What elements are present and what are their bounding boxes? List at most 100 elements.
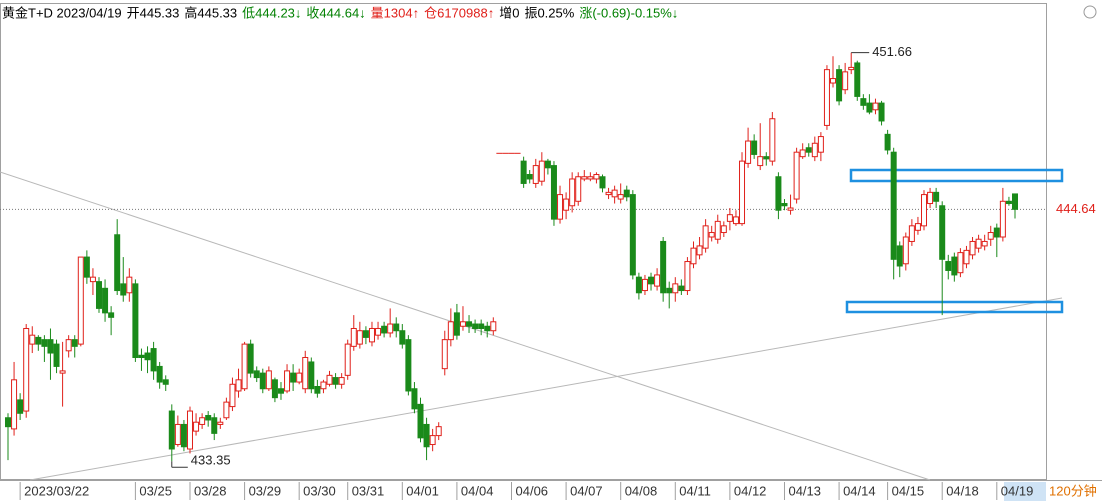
- candle-body: [120, 283, 127, 296]
- candle: [769, 112, 776, 166]
- candle: [641, 274, 648, 296]
- candle-body: [714, 220, 721, 240]
- candle: [866, 94, 873, 115]
- candle-body: [599, 176, 606, 189]
- candle-body: [453, 312, 460, 336]
- candle: [623, 185, 630, 202]
- candle: [453, 303, 460, 340]
- candle: [284, 364, 291, 394]
- candle: [308, 357, 315, 394]
- candle-body: [478, 323, 485, 329]
- candle-body: [951, 256, 958, 276]
- candle-body: [896, 245, 903, 267]
- candle-body: [842, 71, 849, 91]
- candle-body: [484, 325, 491, 332]
- candle-body: [575, 176, 582, 202]
- candle: [95, 277, 102, 313]
- candle-body: [223, 401, 230, 419]
- x-tick-label: 04/14: [843, 483, 876, 498]
- candle-body: [787, 207, 794, 211]
- candle: [65, 335, 72, 358]
- x-tick-label: 2023/03/22: [24, 483, 89, 498]
- candle-body: [356, 330, 363, 345]
- candle-body: [927, 191, 934, 205]
- candle-body: [126, 276, 133, 294]
- candle-body: [320, 381, 327, 390]
- candle-body: [648, 276, 655, 285]
- candle: [381, 321, 388, 338]
- candle: [229, 377, 236, 412]
- candle: [53, 339, 60, 374]
- candle-body: [933, 191, 940, 202]
- candle: [823, 65, 830, 130]
- candle: [872, 98, 879, 115]
- x-tick-label: 04/15: [892, 483, 925, 498]
- candle-body: [29, 334, 36, 345]
- candle: [180, 419, 187, 452]
- candle: [405, 335, 412, 396]
- candle: [447, 308, 454, 347]
- candle-body: [23, 327, 30, 412]
- candle-body: [229, 383, 236, 408]
- candle-body: [241, 343, 248, 390]
- candle: [217, 417, 224, 429]
- candle-body: [763, 156, 770, 160]
- candle: [332, 373, 339, 389]
- candle-body: [326, 374, 333, 385]
- candle-body: [144, 352, 151, 361]
- candle-body: [939, 205, 946, 260]
- candle: [836, 65, 843, 106]
- candle: [271, 377, 278, 403]
- candle-body: [660, 240, 667, 294]
- candle: [29, 326, 36, 354]
- candle-body: [817, 136, 824, 153]
- candle-body: [775, 176, 782, 211]
- candle-body: [89, 276, 96, 283]
- candle-body: [466, 321, 473, 327]
- candle: [860, 94, 867, 110]
- candle-body: [5, 417, 11, 428]
- candle-body: [532, 165, 539, 184]
- candle: [896, 241, 903, 278]
- candle-body: [284, 370, 291, 392]
- candle: [41, 335, 48, 362]
- candle: [678, 279, 685, 296]
- candle-body: [199, 417, 206, 425]
- candle: [781, 199, 788, 211]
- candle: [89, 268, 96, 296]
- candle: [569, 172, 576, 213]
- header-item: 黄金T+D 2023/04/19: [2, 5, 122, 20]
- candle: [1005, 196, 1012, 206]
- candle: [138, 348, 145, 371]
- candle: [193, 413, 200, 436]
- candle-body: [629, 194, 636, 276]
- candle: [963, 245, 970, 269]
- x-tick-label: 04/13: [788, 483, 821, 498]
- x-tick-label: 03/31: [352, 483, 385, 498]
- candle-body: [526, 174, 533, 180]
- candle: [902, 232, 909, 271]
- candle: [914, 216, 921, 235]
- candle-body: [114, 234, 121, 292]
- candle-body: [277, 388, 284, 394]
- candle: [168, 404, 175, 462]
- candle-body: [611, 189, 618, 198]
- candle: [362, 326, 369, 345]
- candle: [793, 147, 800, 204]
- candle-body: [830, 78, 837, 84]
- candle-body: [59, 370, 66, 374]
- candle: [35, 335, 42, 351]
- candle-body: [981, 240, 988, 247]
- candle: [120, 257, 127, 302]
- settings-icon[interactable]: [1083, 5, 1097, 19]
- candle-body: [635, 276, 642, 294]
- candle-body: [47, 339, 54, 354]
- candle: [684, 257, 691, 296]
- candle: [690, 241, 697, 269]
- candle-body: [520, 160, 527, 184]
- current-date-highlight: [1004, 482, 1046, 501]
- candle-body: [435, 426, 442, 437]
- candle: [296, 368, 303, 385]
- candle: [726, 207, 733, 231]
